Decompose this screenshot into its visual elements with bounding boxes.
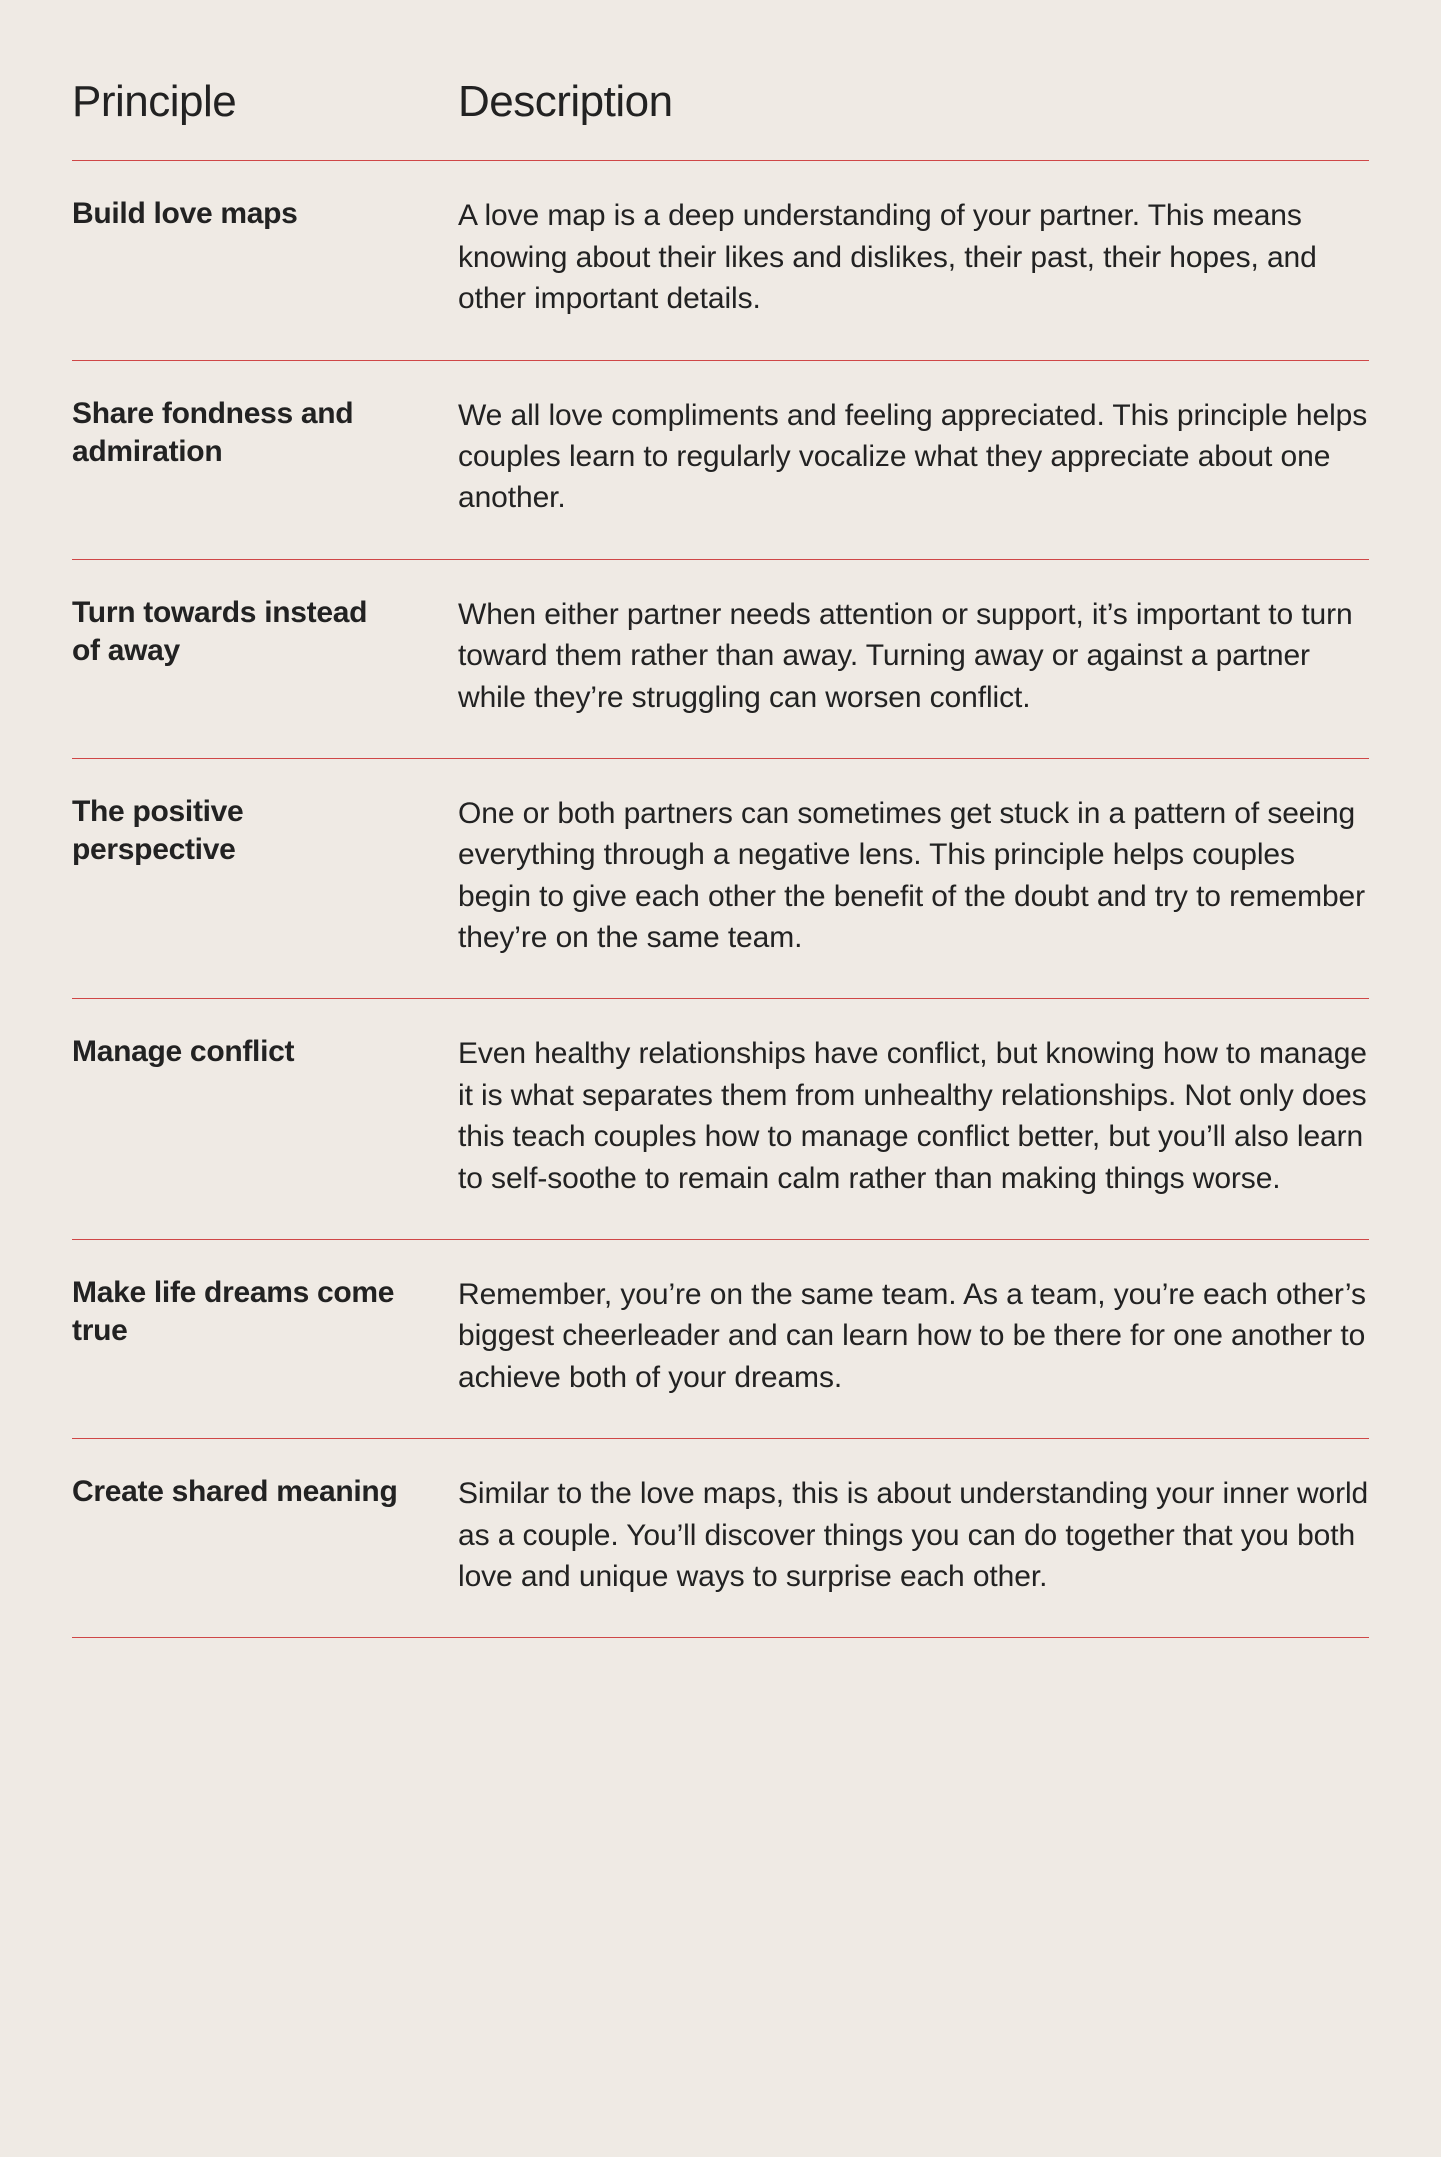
principle-description: A love map is a deep understanding of yo… bbox=[458, 195, 1369, 319]
column-header-description: Description bbox=[458, 78, 1369, 160]
principle-title: Manage conflict bbox=[72, 1033, 402, 1071]
principle-description: One or both partners can sometimes get s… bbox=[458, 793, 1369, 959]
table-header-row: Principle Description bbox=[72, 78, 1369, 160]
principle-title: Make life dreams come true bbox=[72, 1274, 402, 1351]
principle-description: Remember, you’re on the same team. As a … bbox=[458, 1274, 1369, 1398]
principle-title: Turn towards instead of away bbox=[72, 594, 402, 671]
table-row: Create shared meaning Similar to the lov… bbox=[72, 1439, 1369, 1637]
principle-title: Create shared meaning bbox=[72, 1473, 402, 1511]
table-row: Turn towards instead of away When either… bbox=[72, 560, 1369, 758]
table-row: Make life dreams come true Remember, you… bbox=[72, 1240, 1369, 1438]
row-divider bbox=[72, 1637, 1369, 1638]
principle-title: The positive perspective bbox=[72, 793, 402, 870]
principles-table: Principle Description Build love maps A … bbox=[0, 0, 1441, 1728]
column-header-principle: Principle bbox=[72, 78, 402, 160]
principle-description: When either partner needs attention or s… bbox=[458, 594, 1369, 718]
principle-description: We all love compliments and feeling appr… bbox=[458, 395, 1369, 519]
principle-title: Share fondness and admiration bbox=[72, 395, 402, 472]
table-row: Build love maps A love map is a deep und… bbox=[72, 161, 1369, 359]
table-row: Manage conflict Even healthy relationshi… bbox=[72, 999, 1369, 1239]
principle-description: Similar to the love maps, this is about … bbox=[458, 1473, 1369, 1597]
principle-title: Build love maps bbox=[72, 195, 402, 233]
table-row: The positive perspective One or both par… bbox=[72, 759, 1369, 999]
table-row: Share fondness and admiration We all lov… bbox=[72, 361, 1369, 559]
principle-description: Even healthy relationships have conflict… bbox=[458, 1033, 1369, 1199]
